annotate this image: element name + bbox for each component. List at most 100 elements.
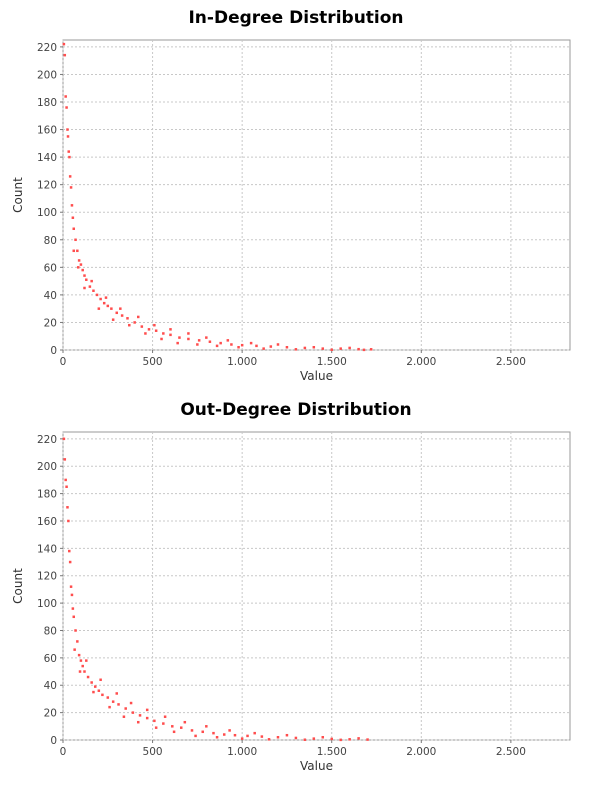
y-tick-label: 100 [37, 207, 57, 219]
data-point [145, 708, 149, 712]
y-tick-label: 140 [37, 152, 57, 164]
data-point [255, 344, 258, 348]
data-point [90, 279, 93, 283]
y-tick-label: 180 [37, 489, 57, 501]
data-point [294, 348, 298, 351]
data-point [93, 685, 97, 688]
data-point [228, 729, 231, 732]
data-point [240, 343, 244, 347]
y-tick-label: 100 [37, 598, 57, 610]
data-point [76, 640, 79, 643]
data-point [67, 519, 70, 523]
data-point [196, 343, 199, 346]
data-point [187, 332, 190, 335]
data-point [178, 336, 181, 339]
data-point [153, 323, 156, 327]
data-point [171, 725, 174, 728]
data-point [219, 341, 222, 345]
y-tick-label: 60 [44, 653, 57, 665]
data-point [136, 720, 140, 724]
data-point [162, 332, 165, 335]
data-point [330, 737, 333, 741]
data-point [197, 339, 201, 342]
data-point [68, 549, 71, 553]
data-point [71, 216, 75, 219]
y-tick-label: 160 [37, 125, 57, 137]
y-tick-label: 200 [37, 461, 57, 473]
data-point [86, 675, 90, 679]
y-tick-label: 80 [44, 625, 57, 637]
data-point [303, 346, 307, 350]
data-point [138, 714, 142, 717]
chart-title: In-Degree Distribution [188, 8, 404, 28]
data-point [122, 715, 126, 718]
data-point [79, 659, 83, 662]
data-point [129, 701, 133, 705]
y-tick-label: 220 [37, 434, 57, 446]
data-point [348, 346, 351, 350]
data-point [205, 336, 208, 339]
data-point [187, 337, 190, 341]
data-point [190, 729, 194, 732]
data-point [208, 340, 212, 343]
data-point [72, 227, 75, 231]
data-point [226, 339, 230, 342]
data-point [131, 711, 135, 714]
y-tick-label: 0 [50, 345, 57, 357]
x-tick-label: 1.500 [317, 356, 347, 368]
data-point [110, 307, 113, 310]
y-axis-label: Count [11, 177, 25, 213]
data-point [194, 734, 197, 738]
data-point [63, 458, 67, 461]
data-point [90, 681, 93, 684]
y-tick-label: 0 [50, 735, 57, 747]
data-point [63, 53, 67, 57]
data-point [78, 670, 82, 673]
plot-area [62, 39, 571, 351]
data-point [285, 733, 289, 737]
data-point [66, 506, 69, 509]
data-point [294, 736, 298, 740]
data-point [83, 274, 86, 277]
data-point [267, 738, 271, 741]
data-point [92, 690, 95, 694]
data-point [97, 307, 101, 310]
data-point [66, 128, 69, 131]
data-point [339, 347, 342, 350]
data-point [102, 301, 106, 305]
data-point [126, 317, 129, 320]
data-point [72, 615, 75, 619]
data-point [163, 715, 167, 718]
data-point [303, 738, 307, 741]
data-point [133, 321, 136, 324]
x-tick-label: 2.000 [406, 746, 436, 758]
data-point [321, 736, 325, 739]
data-point [169, 333, 172, 337]
data-point [222, 733, 226, 736]
data-point [357, 347, 360, 351]
data-point [366, 738, 369, 741]
data-point [144, 332, 147, 335]
y-tick-label: 40 [44, 290, 57, 302]
data-point [70, 204, 74, 207]
data-point [162, 722, 165, 725]
data-point [179, 726, 183, 729]
data-point [69, 186, 73, 189]
data-point [147, 328, 151, 331]
data-point [97, 689, 101, 692]
data-point [153, 719, 156, 723]
out-degree-plot: 0 500 1.000 1.500 2.000 2.500 0 20 40 60 80 100 120 1… [11, 431, 571, 773]
data-point [230, 343, 233, 346]
data-point [99, 678, 102, 682]
x-axis-label: Value [300, 369, 333, 383]
data-point [71, 607, 75, 610]
data-point [81, 268, 84, 272]
data-point [79, 263, 83, 266]
data-point [108, 705, 111, 709]
data-point [64, 95, 67, 98]
data-point [85, 278, 88, 281]
y-axis-label: Count [11, 568, 25, 604]
data-point [70, 593, 74, 597]
data-point [101, 693, 104, 697]
plot-area [62, 431, 571, 741]
